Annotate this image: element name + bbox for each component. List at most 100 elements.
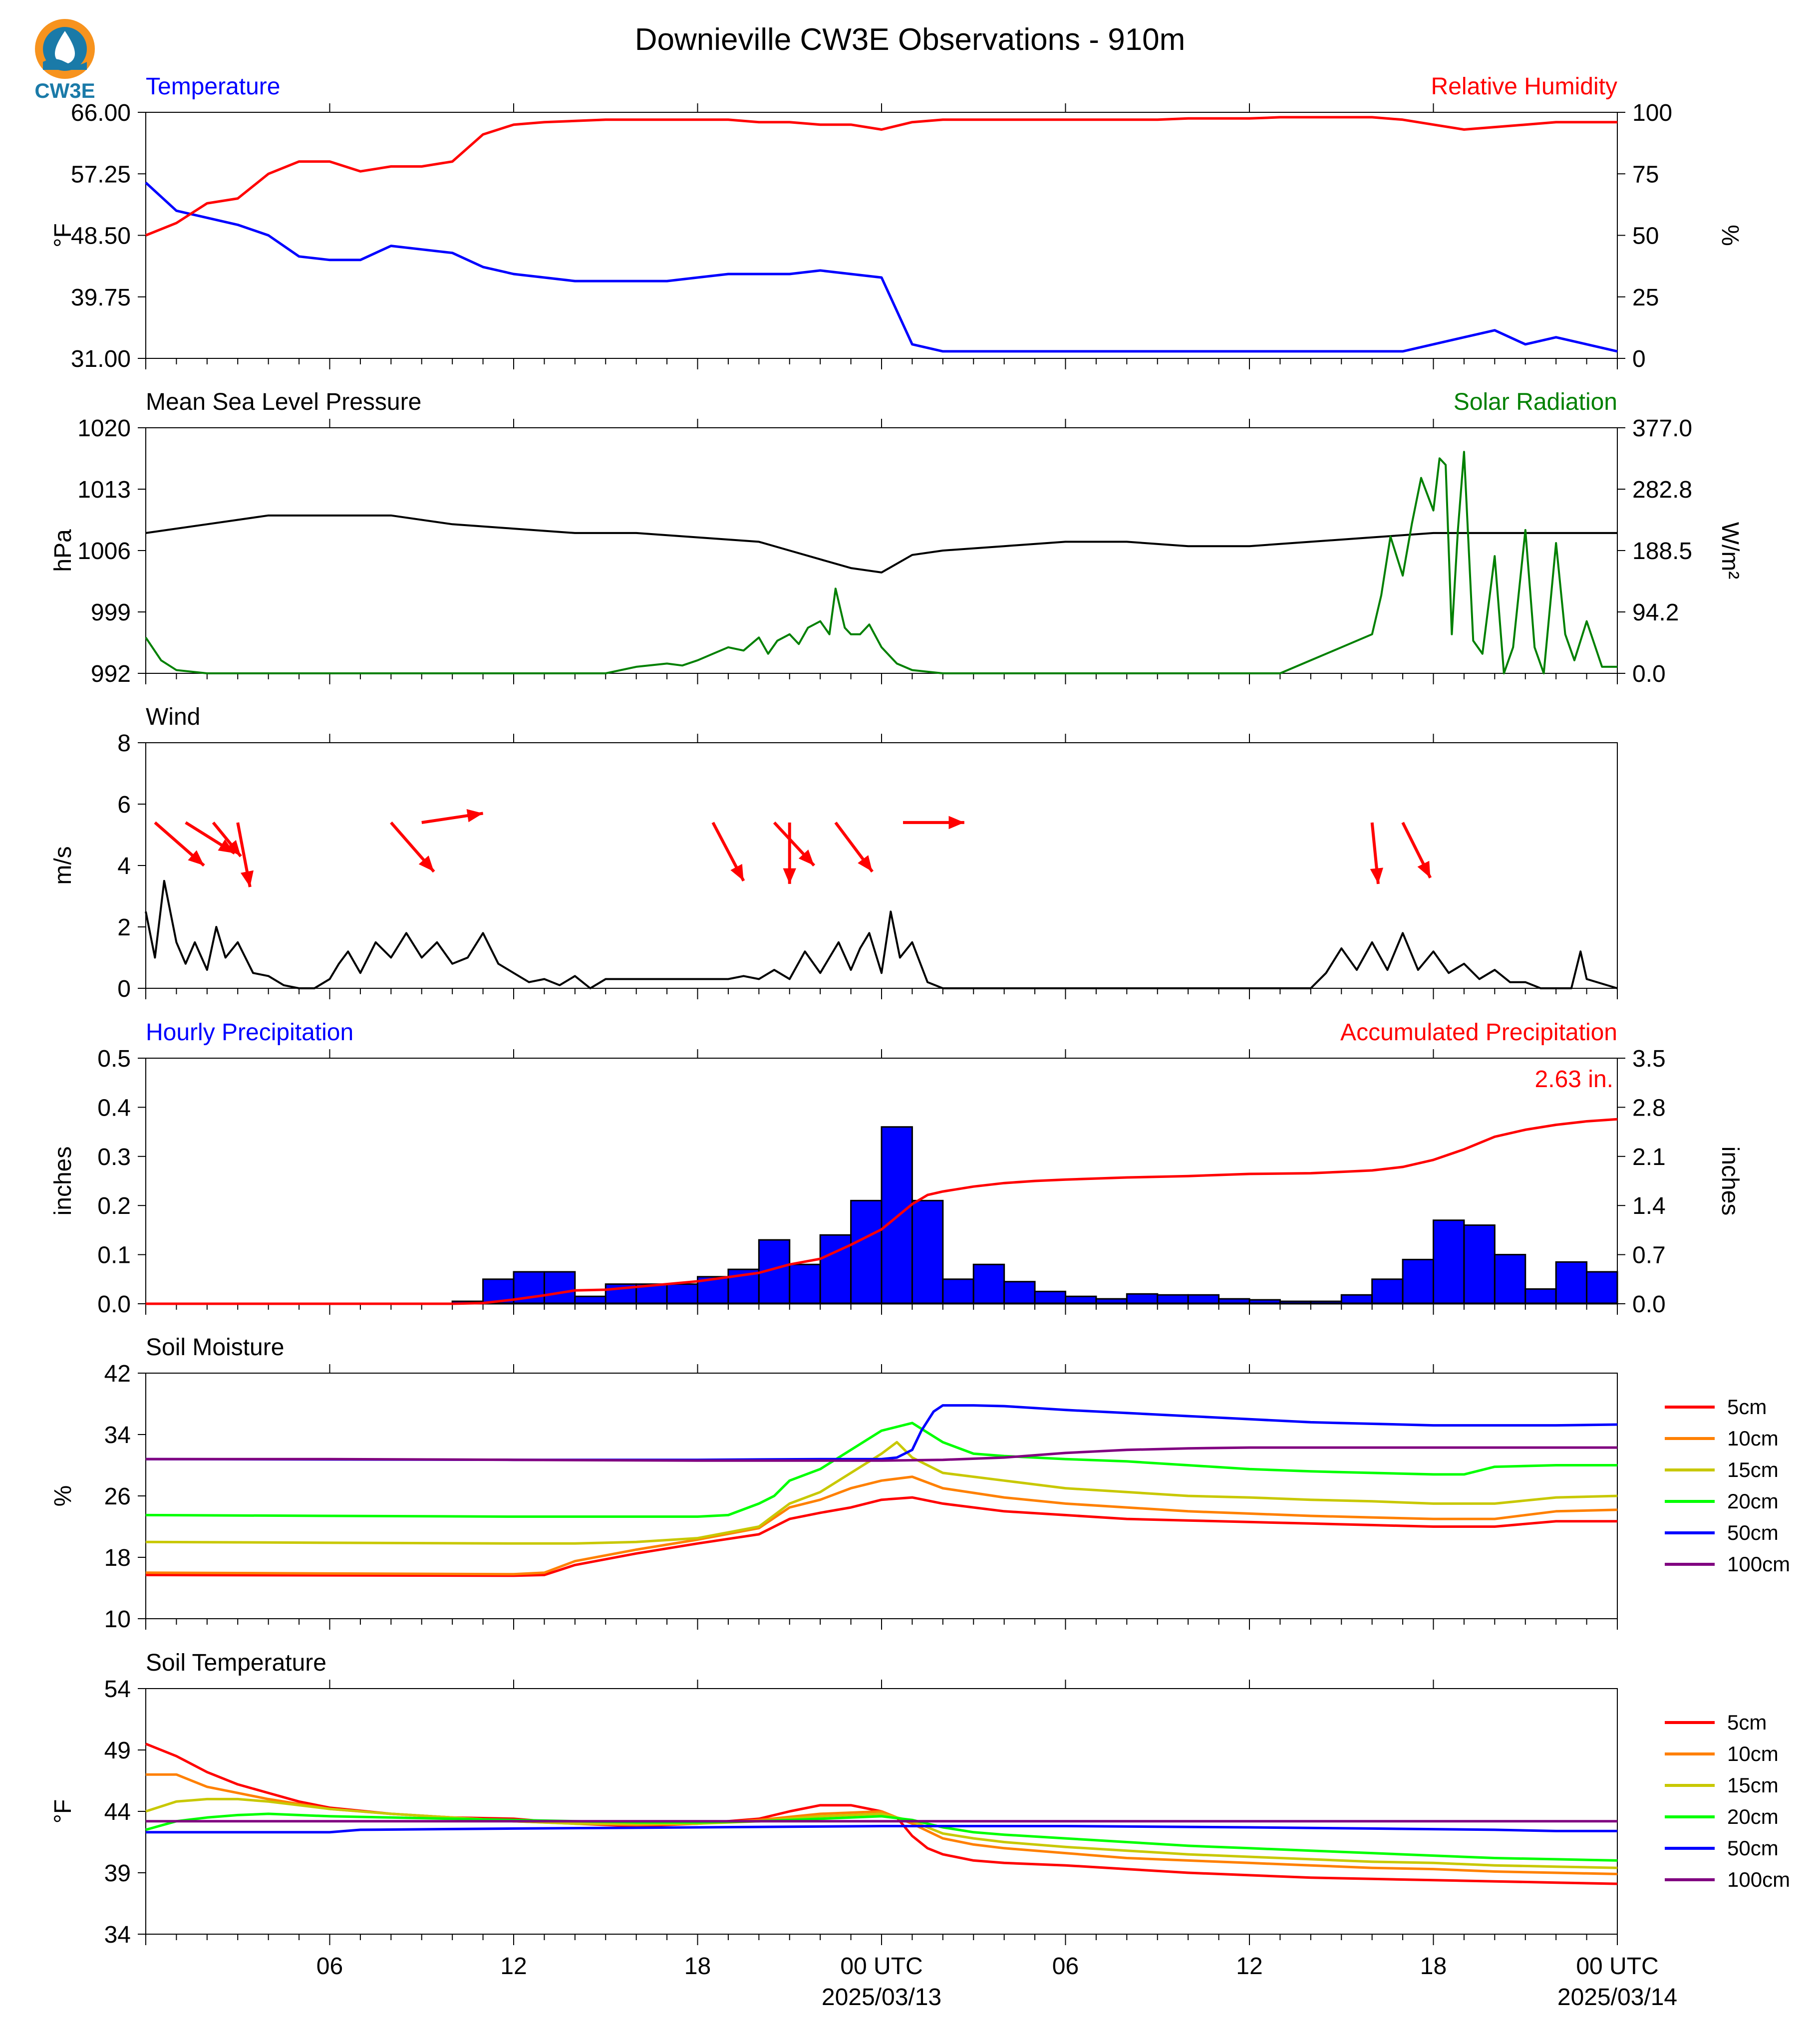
y-tick-label-right: 2.8 bbox=[1632, 1095, 1666, 1121]
x-tick-label: 00 UTC bbox=[840, 1953, 922, 1980]
legend-label: 20cm bbox=[1727, 1805, 1779, 1828]
y-tick-label-left: 18 bbox=[104, 1545, 131, 1571]
precip-bar bbox=[1187, 1294, 1220, 1305]
y-tick-label-left: 54 bbox=[104, 1676, 131, 1703]
wind-arrow-head bbox=[948, 816, 964, 830]
y-tick-label-right: 282.8 bbox=[1632, 477, 1692, 503]
soil-moisture-line-5cm bbox=[145, 1496, 1617, 1577]
x-tick-label: 00 UTC bbox=[1576, 1953, 1658, 1980]
wind-arrow-head bbox=[730, 864, 744, 881]
y-tick-label-left: 1020 bbox=[77, 415, 131, 442]
y-tick-label-left: 6 bbox=[117, 792, 131, 818]
panel-frame bbox=[145, 112, 1618, 359]
panel-title-left: Soil Temperature bbox=[146, 1650, 326, 1676]
y-tick-label-left: 1006 bbox=[77, 538, 131, 565]
wind-arrow-head bbox=[418, 856, 434, 872]
logo-text: CW3E bbox=[34, 79, 95, 102]
cw3e-logo: CW3E bbox=[25, 18, 105, 103]
legend-label: 15cm bbox=[1727, 1458, 1779, 1481]
legend-label: 5cm bbox=[1727, 1395, 1767, 1419]
temperature-line bbox=[145, 182, 1618, 353]
legend-label: 100cm bbox=[1727, 1868, 1790, 1891]
legend-label: 50cm bbox=[1727, 1521, 1779, 1544]
precip-bar bbox=[666, 1283, 699, 1305]
y-tick-label-left: 39.75 bbox=[71, 285, 131, 311]
soil-moisture-line-100cm bbox=[146, 1446, 1617, 1462]
soil-temperature-line-15cm bbox=[145, 1797, 1618, 1869]
pressure-line bbox=[145, 514, 1617, 574]
panel-soil-moisture: 10 18 26 34 42% Soil Moisture 5cm 10cm 15cm 20cm 5… bbox=[50, 1334, 1790, 1633]
panel-title-right: Accumulated Precipitation bbox=[1340, 1019, 1617, 1046]
y-tick-label-right: 100 bbox=[1632, 100, 1672, 126]
y-tick-label-left: 31.00 bbox=[71, 346, 131, 372]
y-tick-label-left: 49 bbox=[104, 1738, 131, 1764]
soil-temperature-line-50cm bbox=[146, 1825, 1617, 1834]
panel-title-left: Wind bbox=[146, 704, 200, 730]
y-tick-label-left: 0 bbox=[117, 976, 131, 1002]
y-tick-label-left: 26 bbox=[104, 1483, 131, 1510]
panel-title-right: Solar Radiation bbox=[1454, 389, 1617, 415]
x-tick-label: 12 bbox=[500, 1953, 527, 1980]
y-tick-label-left: 10 bbox=[104, 1606, 131, 1633]
panel-frame bbox=[145, 1373, 1618, 1619]
precip-bar bbox=[972, 1263, 1005, 1305]
legend-label: 50cm bbox=[1727, 1836, 1779, 1860]
x-axis: 06 12 18 00 UTC 2025/03/13 06 12 18 00 UTC 2025/0… bbox=[316, 1953, 1677, 2011]
y-tick-label-left: 44 bbox=[104, 1799, 131, 1825]
panel-frame bbox=[145, 742, 1618, 989]
logo-drop bbox=[55, 31, 75, 64]
wind-arrow-head bbox=[783, 868, 796, 884]
precip-bar bbox=[1494, 1254, 1526, 1305]
humidity-line bbox=[145, 116, 1617, 237]
precip-bar bbox=[819, 1234, 852, 1305]
y-tick-label-right: 94.2 bbox=[1632, 599, 1679, 626]
y-tick-label-left: 0.1 bbox=[97, 1242, 131, 1269]
y-tick-label-left: 57.25 bbox=[71, 161, 131, 188]
y-tick-label-left: 34 bbox=[104, 1422, 131, 1449]
y-axis-label-left: % bbox=[50, 1485, 76, 1507]
y-tick-label-left: 42 bbox=[104, 1361, 131, 1387]
precip-bar bbox=[1003, 1281, 1036, 1305]
precip-bar bbox=[789, 1263, 821, 1305]
y-tick-label-left: 4 bbox=[117, 853, 131, 879]
precip-bar bbox=[942, 1278, 974, 1305]
legend-label: 10cm bbox=[1727, 1427, 1779, 1450]
precip-bar bbox=[1402, 1258, 1434, 1305]
y-axis-label-left: m/s bbox=[50, 846, 76, 884]
y-tick-label-right: 1.4 bbox=[1632, 1193, 1666, 1219]
precip-total-label: 2.63 in. bbox=[1535, 1066, 1613, 1093]
x-tick-label: 06 bbox=[1052, 1953, 1079, 1980]
panel-precipitation: 0.0 0.1 0.2 0.3 0.4 0.5 0.0 0.7 1.4 2.1 2.8 3.5 inch… bbox=[50, 1019, 1743, 1318]
y-tick-label-left: 0.3 bbox=[97, 1144, 131, 1170]
y-tick-label-left: 8 bbox=[117, 730, 131, 757]
panel-title-left: Mean Sea Level Pressure bbox=[146, 389, 421, 415]
wind-speed-line bbox=[145, 879, 1618, 989]
x-tick-label: 06 bbox=[316, 1953, 343, 1980]
y-tick-label-left: 0.0 bbox=[97, 1291, 131, 1318]
precip-bar bbox=[850, 1199, 883, 1305]
panel-title-left: Hourly Precipitation bbox=[146, 1019, 353, 1046]
panel-soil-temperature: 34 39 44 49 54 °F Soil Temperature 5cm 10cm 15cm 2… bbox=[50, 1650, 1790, 1948]
legend-label: 5cm bbox=[1727, 1711, 1767, 1734]
wind-arrow-head bbox=[858, 855, 873, 872]
y-tick-label-right: 0.7 bbox=[1632, 1242, 1666, 1269]
y-tick-label-right: 0.0 bbox=[1632, 661, 1666, 687]
legend-label: 100cm bbox=[1727, 1552, 1790, 1576]
wind-arrow-head bbox=[1370, 868, 1384, 884]
wind-arrow-head bbox=[240, 870, 254, 887]
wind-arrow-head bbox=[798, 850, 814, 866]
y-tick-label-left: 48.50 bbox=[71, 223, 131, 250]
panel-title-left: Temperature bbox=[146, 73, 280, 100]
y-axis-label-left: hPa bbox=[50, 529, 76, 572]
soil-temperature-line-20cm bbox=[145, 1812, 1618, 1862]
precip-bar bbox=[1340, 1294, 1373, 1305]
accumulated-precip-line bbox=[146, 1118, 1618, 1305]
y-tick-label-right: 0 bbox=[1632, 346, 1646, 372]
logo-icon: CW3E bbox=[34, 19, 95, 102]
precip-bar bbox=[1433, 1219, 1465, 1305]
y-tick-label-right: 2.1 bbox=[1632, 1144, 1666, 1170]
soil-moisture-line-15cm bbox=[145, 1441, 1618, 1545]
y-tick-label-left: 992 bbox=[91, 661, 131, 687]
